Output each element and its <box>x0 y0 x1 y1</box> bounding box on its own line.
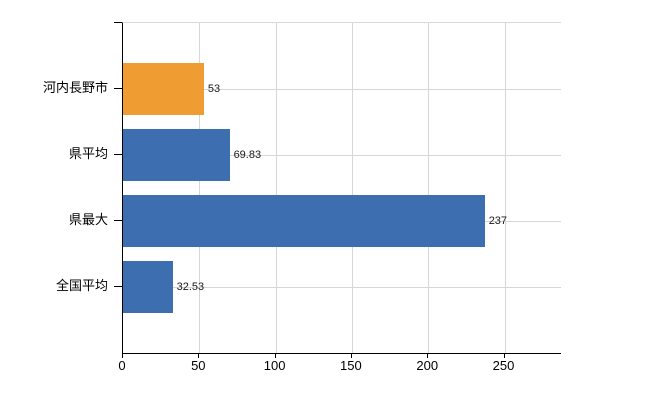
x-axis-tick <box>350 353 352 358</box>
category-label: 県平均 <box>68 146 108 161</box>
x-axis-tick <box>427 353 429 358</box>
y-axis-tick <box>114 220 122 221</box>
bar <box>123 195 485 247</box>
bar <box>123 261 173 313</box>
gridline-horizontal <box>123 287 561 288</box>
category-label: 全国平均 <box>55 278 108 293</box>
y-axis-tick <box>114 88 122 89</box>
y-axis-tick <box>114 286 122 287</box>
bar-value-label: 32.53 <box>176 281 205 293</box>
plot-area: 53 69.83 237 32.53 <box>122 22 561 354</box>
bar-value-label: 69.83 <box>233 149 262 161</box>
x-axis-tick <box>274 353 276 358</box>
x-tick-label: 100 <box>263 358 286 373</box>
gridline-vertical <box>428 23 430 353</box>
y-axis-tick <box>114 154 122 155</box>
x-tick-label: 250 <box>492 358 515 373</box>
x-axis-tick <box>198 353 200 358</box>
bar <box>123 129 230 181</box>
x-tick-label: 50 <box>191 358 206 373</box>
bar <box>123 63 204 115</box>
gridline-vertical <box>504 23 506 353</box>
category-label: 河内長野市 <box>42 80 108 95</box>
gridline-vertical <box>275 23 277 353</box>
category-label: 県最大 <box>68 212 108 227</box>
y-axis-end-tick <box>114 22 122 23</box>
bar-value-label: 237 <box>488 215 508 227</box>
x-tick-label: 0 <box>118 358 126 373</box>
x-axis-tick <box>503 353 505 358</box>
x-tick-label: 200 <box>416 358 439 373</box>
gridline-horizontal <box>123 89 561 90</box>
x-axis-tick <box>122 353 123 358</box>
gridline-vertical <box>351 23 353 353</box>
gridline-vertical <box>199 23 201 353</box>
bar-value-label: 53 <box>207 83 221 95</box>
x-tick-label: 150 <box>340 358 362 373</box>
gridline-horizontal <box>123 155 561 156</box>
